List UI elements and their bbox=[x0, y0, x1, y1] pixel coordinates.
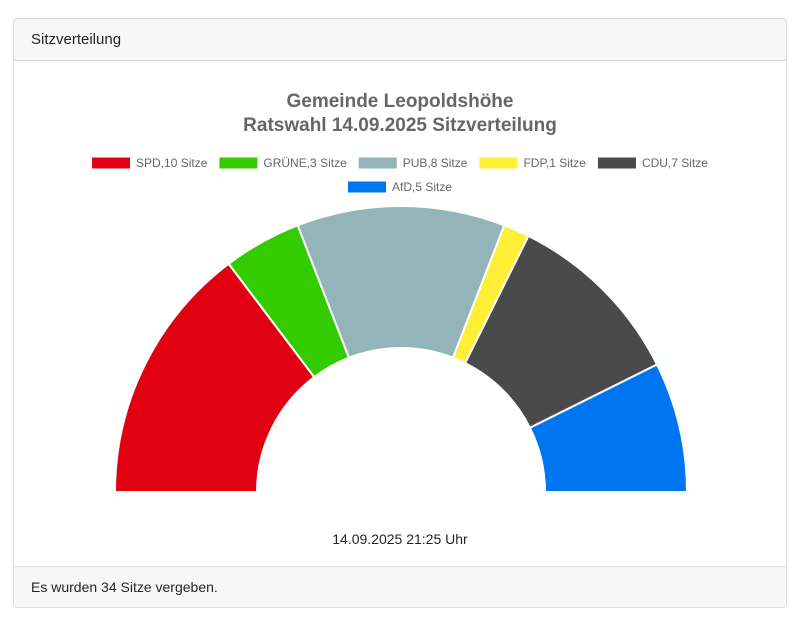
chart-title: Gemeinde Leopoldshöhe Ratswahl 14.09.2025… bbox=[243, 91, 557, 136]
legend-swatch bbox=[358, 157, 397, 169]
legend-swatch bbox=[219, 157, 258, 169]
seat-distribution-card: Sitzverteilung Gemeinde Leopoldshöhe Rats… bbox=[13, 18, 787, 608]
legend-item[interactable]: PUB,8 Sitze bbox=[358, 156, 468, 170]
chart-title-line: Gemeinde Leopoldshöhe bbox=[287, 91, 514, 112]
legend-item[interactable]: AfD,5 Sitze bbox=[347, 180, 452, 194]
legend-label: FDP,1 Sitze bbox=[523, 156, 586, 170]
seats-summary: Es wurden 34 Sitze vergeben. bbox=[31, 579, 218, 595]
chart-title-line: Ratswahl 14.09.2025 Sitzverteilung bbox=[243, 115, 557, 136]
legend-item[interactable]: FDP,1 Sitze bbox=[479, 156, 586, 170]
legend-label: SPD,10 Sitze bbox=[136, 156, 208, 170]
legend-swatch bbox=[92, 157, 131, 169]
chart-legend: SPD,10 Sitze GRÜNE,3 Sitze PUB,8 Sitze FDP,… bbox=[92, 156, 708, 194]
chart-timestamp: 14.09.2025 21:25 Uhr bbox=[332, 531, 468, 547]
legend-swatch bbox=[597, 157, 636, 169]
card-body: Gemeinde Leopoldshöhe Ratswahl 14.09.2025… bbox=[14, 61, 786, 567]
legend-label: GRÜNE,3 Sitze bbox=[263, 156, 347, 170]
legend-swatch bbox=[347, 181, 386, 193]
legend-item[interactable]: SPD,10 Sitze bbox=[92, 156, 208, 170]
card-footer: Es wurden 34 Sitze vergeben. bbox=[14, 566, 786, 607]
chart-slice[interactable] bbox=[113, 262, 316, 493]
chart-slice[interactable] bbox=[296, 205, 506, 360]
legend-item[interactable]: GRÜNE,3 Sitze bbox=[219, 156, 347, 170]
card-header-title: Sitzverteilung bbox=[31, 31, 122, 48]
chart-slice[interactable] bbox=[528, 363, 689, 493]
legend-label: CDU,7 Sitze bbox=[642, 156, 708, 170]
card-header: Sitzverteilung bbox=[14, 19, 786, 61]
chart-slices bbox=[113, 205, 689, 493]
legend-label: PUB,8 Sitze bbox=[403, 156, 468, 170]
legend-item[interactable]: CDU,7 Sitze bbox=[597, 156, 708, 170]
legend-label: AfD,5 Sitze bbox=[392, 180, 452, 194]
legend-swatch bbox=[479, 157, 518, 169]
seat-chart: Gemeinde Leopoldshöhe Ratswahl 14.09.2025… bbox=[92, 91, 708, 493]
